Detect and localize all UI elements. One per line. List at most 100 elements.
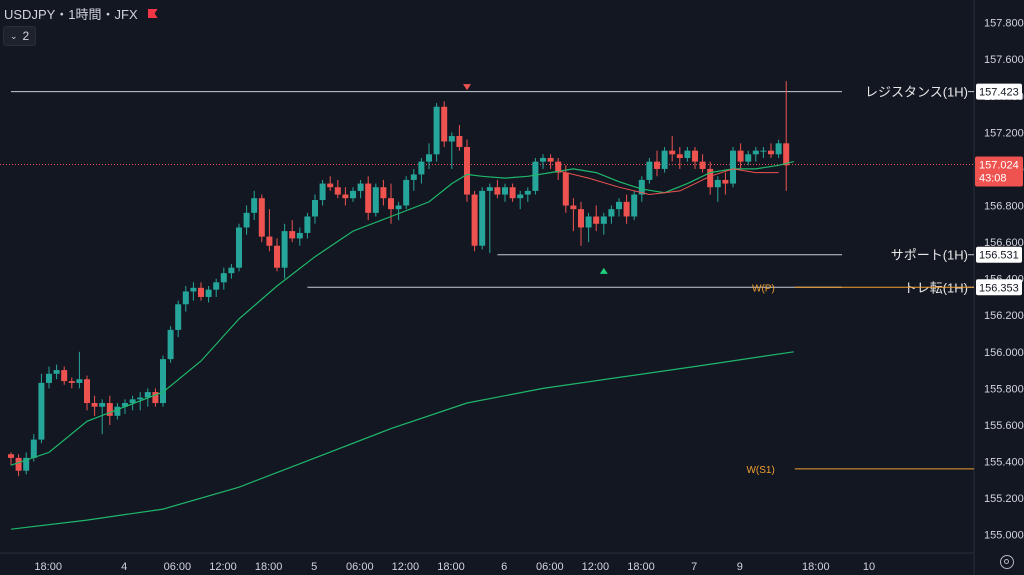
candle-body	[456, 136, 463, 147]
candle-body	[205, 289, 212, 297]
symbol-title[interactable]: USDJPY・1時間・JFX	[4, 7, 138, 22]
x-tick-label: 06:00	[346, 561, 374, 573]
pivot-label: W(P)	[752, 283, 775, 294]
candle-body	[502, 187, 508, 195]
y-tick-label: 157.600	[984, 54, 1024, 66]
candle-body	[319, 183, 326, 201]
candle-body	[616, 201, 622, 210]
candle-body	[350, 190, 356, 199]
indicator-toggle[interactable]: ⌄ 2	[3, 26, 37, 46]
candle-body	[722, 179, 729, 184]
up-arrow-marker	[599, 267, 608, 274]
candle-body	[327, 183, 334, 188]
candle-body	[46, 373, 52, 383]
resistance-price-text: 157.423	[979, 87, 1019, 99]
candle-body	[486, 187, 493, 191]
x-tick-label: 18:00	[627, 561, 655, 573]
y-tick-label: 157.800	[984, 18, 1024, 30]
candle-body	[23, 457, 30, 471]
x-tick-label: 7	[691, 561, 697, 573]
candle-body	[585, 216, 592, 228]
candle-body	[91, 403, 98, 407]
candle-body	[213, 282, 220, 290]
candle-body	[68, 381, 75, 383]
support-price-tag	[976, 246, 1022, 263]
candle-body	[395, 205, 402, 210]
candle-body	[190, 287, 197, 292]
candle-body	[410, 174, 417, 180]
candle-body	[137, 397, 144, 400]
candle-body	[296, 232, 303, 239]
chart-header: USDJPY・1時間・JFX	[4, 4, 158, 23]
x-tick-label: 12:00	[582, 561, 610, 573]
x-tick-label: 18:00	[34, 561, 62, 573]
candle-body	[38, 382, 45, 440]
candle-body	[160, 359, 166, 404]
resistance-label: レジスタンス(1H)	[865, 85, 968, 100]
candle-body	[669, 150, 676, 155]
candle-body	[775, 143, 782, 155]
candle-body	[228, 267, 235, 274]
trend-reversal-price-text: 156.353	[979, 282, 1019, 294]
candle-body	[182, 291, 189, 305]
candle-body	[152, 392, 159, 404]
y-tick-label: 155.400	[984, 457, 1024, 469]
y-tick-label: 155.600	[984, 420, 1024, 432]
candle-body	[783, 143, 790, 166]
x-tick-label: 06:00	[164, 561, 192, 573]
candle-body	[547, 157, 554, 162]
candle-body	[334, 187, 341, 195]
candle-body	[243, 212, 250, 228]
candle-body	[684, 150, 691, 158]
candle-body	[106, 403, 113, 416]
y-tick-label: 156.800	[984, 201, 1024, 213]
indicator-count: 2	[22, 29, 30, 43]
support-price-text: 156.531	[979, 250, 1019, 262]
candle-body	[144, 392, 151, 398]
candle-body	[220, 273, 227, 283]
x-tick-label: 4	[121, 561, 127, 573]
candle-body	[638, 179, 645, 195]
candle-body	[593, 216, 600, 224]
candle-body	[372, 187, 379, 213]
x-tick-label: 10	[863, 561, 875, 573]
candle-body	[312, 200, 318, 217]
candle-body	[198, 287, 204, 297]
candle-body	[258, 198, 265, 237]
candle-body	[84, 379, 90, 404]
candle-body	[737, 150, 744, 162]
candle-body	[517, 194, 524, 199]
candle-body	[494, 187, 501, 195]
candle-body	[236, 227, 242, 268]
candle-body	[122, 403, 128, 407]
settings-gear-icon[interactable]	[1000, 555, 1014, 569]
candle-body	[714, 179, 721, 188]
candle-body	[464, 146, 470, 195]
candle-body	[433, 106, 440, 155]
current-price-tag	[975, 156, 1023, 187]
candle-body	[608, 209, 615, 217]
candle-body	[251, 198, 258, 213]
trend-reversal-price-tag	[976, 279, 1022, 296]
y-tick-label: 155.200	[984, 493, 1024, 505]
candle-body	[274, 245, 280, 268]
candle-body	[692, 150, 698, 162]
y-tick-label: 156.200	[984, 310, 1024, 322]
candle-body	[167, 329, 174, 360]
y-tick-label: 156.000	[984, 347, 1024, 359]
x-tick-label: 12:00	[392, 561, 420, 573]
candle-body	[30, 439, 37, 458]
candle-body	[676, 154, 683, 158]
flag-icon[interactable]	[147, 9, 158, 18]
candle-body	[745, 154, 752, 162]
candle-body	[129, 399, 136, 404]
candle-body	[365, 183, 372, 213]
x-tick-label: 18:00	[255, 561, 283, 573]
y-tick-label: 156.600	[984, 237, 1024, 249]
support-label: サポート(1H)	[891, 248, 968, 263]
x-tick-label: 12:00	[209, 561, 237, 573]
x-tick-label: 18:00	[437, 561, 465, 573]
x-tick-label: 6	[501, 561, 507, 573]
candle-body	[418, 161, 425, 175]
